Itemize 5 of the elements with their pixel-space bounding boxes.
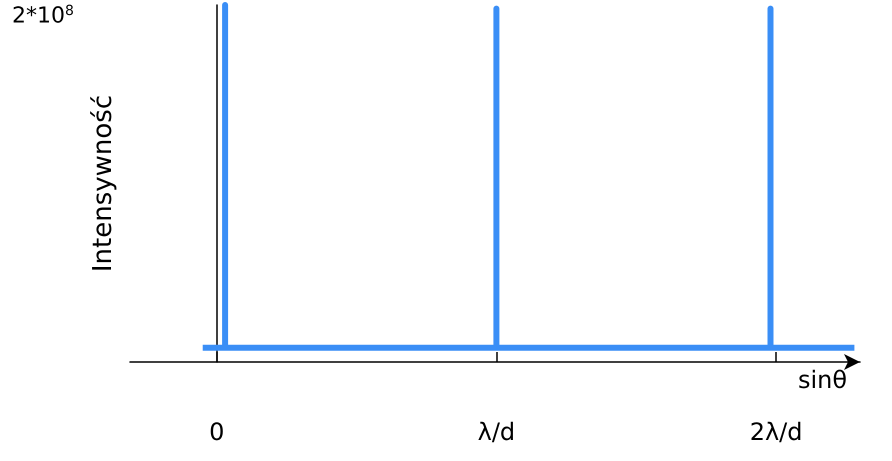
x-tick-label: 2λ/d <box>750 418 802 446</box>
y-axis-title: Intensywność <box>88 94 118 272</box>
x-tick-label: 0 <box>209 418 224 446</box>
x-axis-title: sinθ <box>798 366 848 394</box>
x-tick-label: λ/d <box>478 418 516 446</box>
